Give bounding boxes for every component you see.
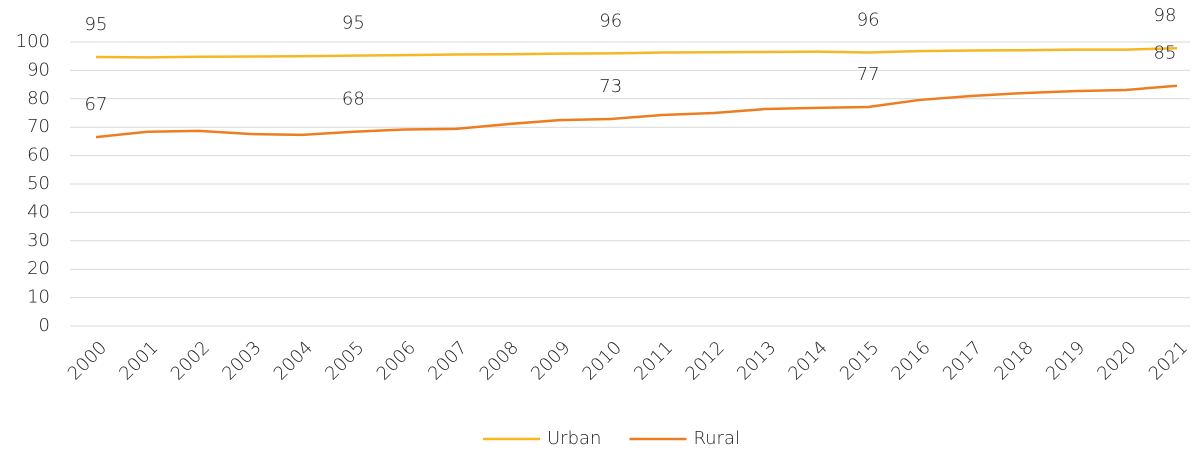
x-tick-label: 2004 xyxy=(270,337,317,384)
data-label: 67 xyxy=(85,94,108,115)
data-label: 98 xyxy=(1154,5,1177,26)
y-tick-label: 80 xyxy=(27,88,50,109)
x-tick-label: 2011 xyxy=(630,337,677,384)
x-tick-label: 2008 xyxy=(476,337,523,384)
data-label: 95 xyxy=(342,13,365,34)
y-tick-label: 70 xyxy=(27,116,50,137)
x-tick-label: 2016 xyxy=(887,337,934,384)
y-tick-label: 0 xyxy=(39,315,50,336)
data-label: 68 xyxy=(342,89,365,110)
x-tick-label: 2001 xyxy=(115,337,162,384)
y-tick-label: 100 xyxy=(16,31,50,52)
data-label: 85 xyxy=(1154,43,1177,64)
data-label: 96 xyxy=(857,10,880,31)
line xyxy=(95,84,1178,139)
x-tick-label: 2014 xyxy=(784,337,831,384)
x-tick-label: 2015 xyxy=(836,337,883,384)
line xyxy=(95,46,1178,59)
y-tick-label: 90 xyxy=(27,59,50,80)
data-label: 77 xyxy=(857,64,880,85)
y-tick-label: 50 xyxy=(27,173,50,194)
legend-label: Urban xyxy=(547,428,601,449)
x-tick-label: 2009 xyxy=(527,337,574,384)
y-tick-label: 30 xyxy=(27,230,50,251)
x-tick-label: 2006 xyxy=(373,337,420,384)
y-tick-label: 20 xyxy=(27,258,50,279)
x-tick-label: 2003 xyxy=(218,337,265,384)
data-label: 96 xyxy=(599,10,622,31)
x-tick-label: 2020 xyxy=(1093,337,1140,384)
x-tick-label: 2005 xyxy=(321,337,368,384)
x-tick-label: 2010 xyxy=(579,337,626,384)
x-tick-label: 2019 xyxy=(1042,337,1089,384)
legend-label: Rural xyxy=(693,428,740,449)
x-tick-label: 2013 xyxy=(733,337,780,384)
y-tick-label: 10 xyxy=(27,287,50,308)
x-tick-label: 2000 xyxy=(64,337,111,384)
x-tick-label: 2012 xyxy=(682,337,729,384)
x-tick-label: 2021 xyxy=(1145,337,1192,384)
data-label: 95 xyxy=(85,14,108,35)
x-tick-label: 2017 xyxy=(939,337,986,384)
x-tick-label: 2002 xyxy=(167,337,214,384)
x-tick-label: 2007 xyxy=(424,337,471,384)
x-tick-label: 2018 xyxy=(990,337,1037,384)
data-label: 73 xyxy=(599,76,622,97)
y-tick-label: 40 xyxy=(27,201,50,222)
y-tick-label: 60 xyxy=(27,145,50,166)
